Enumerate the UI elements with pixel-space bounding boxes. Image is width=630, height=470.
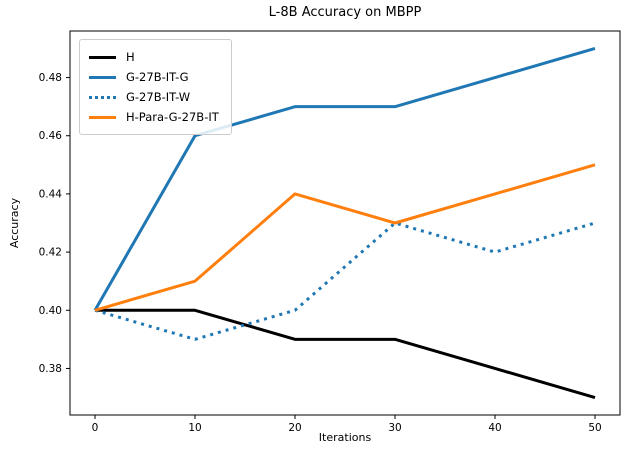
series-line-G-27B-IT-W <box>94 221 596 341</box>
legend-item: H <box>89 47 219 67</box>
legend-line-swatch <box>89 95 116 99</box>
legend: H G-27B-IT-G G-27B-IT-W H-Para-G-27B-IT <box>79 39 232 135</box>
axes-frame <box>69 30 621 416</box>
x-tick-label: 0 <box>92 422 99 434</box>
y-tick-label: 0.42 <box>39 247 62 259</box>
legend-line-swatch <box>89 75 116 79</box>
x-tick-label: 50 <box>588 422 601 434</box>
x-tick-label: 10 <box>188 422 201 434</box>
series-line-H <box>95 308 596 399</box>
legend-label: H-Para-G-27B-IT <box>126 110 219 124</box>
legend-line-swatch <box>89 115 116 119</box>
legend-item: G-27B-IT-W <box>89 87 219 107</box>
legend-item: G-27B-IT-G <box>89 67 219 87</box>
x-tick-label: 20 <box>288 422 301 434</box>
x-tick-label: 40 <box>488 422 501 434</box>
legend-label: G-27B-IT-W <box>126 90 191 104</box>
x-axis-label: Iterations <box>318 431 372 444</box>
legend-label: H <box>126 50 135 64</box>
legend-line-swatch <box>89 55 116 59</box>
chart-title: L-8B Accuracy on MBPP <box>268 5 422 20</box>
legend-label: G-27B-IT-G <box>126 70 189 84</box>
y-tick-label: 0.40 <box>39 305 62 317</box>
series-line-H-Para-G-27B-IT <box>94 163 596 312</box>
x-tick-label: 30 <box>388 422 401 434</box>
y-axis-label: Accuracy <box>8 197 21 249</box>
y-tick-label: 0.48 <box>39 72 62 84</box>
legend-item: H-Para-G-27B-IT <box>89 107 219 127</box>
y-tick-label: 0.44 <box>39 188 63 200</box>
y-tick-label: 0.46 <box>39 130 63 142</box>
series-line-G-27B-IT-G <box>93 47 596 312</box>
y-tick-label: 0.38 <box>39 363 62 375</box>
